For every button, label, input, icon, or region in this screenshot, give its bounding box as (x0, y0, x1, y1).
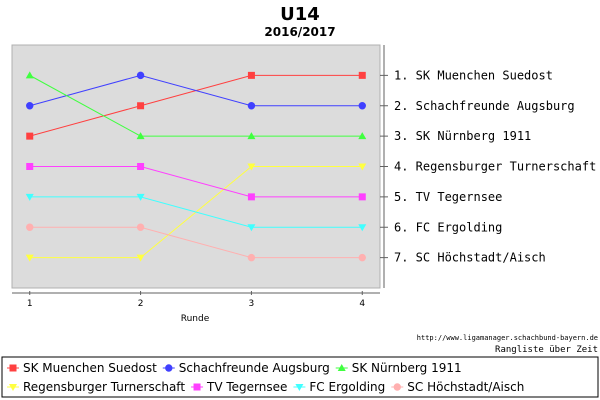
rank-label: 1. SK Muenchen Suedost (394, 68, 553, 82)
data-point (358, 224, 367, 232)
legend-label: Schachfreunde Augsburg (179, 361, 330, 375)
rank-label: 7. SC Höchstadt/Aisch (394, 251, 546, 265)
data-point (247, 71, 255, 79)
rank-label: 2. Schachfreunde Augsburg (394, 99, 575, 113)
data-point (247, 163, 256, 171)
legend-item: Regensburger Turnerschaft (7, 380, 185, 394)
data-point (358, 193, 366, 201)
rank-label: 3. SK Nürnberg 1911 (394, 129, 531, 143)
data-point (26, 132, 34, 140)
legend-swatch-marker (337, 364, 346, 371)
legend-swatch-marker (165, 364, 173, 372)
legend-swatch-marker (393, 383, 401, 391)
legend-item: FC Ergolding (293, 380, 385, 394)
series-line (29, 74, 363, 107)
legend-item: SC Höchstadt/Aisch (391, 380, 524, 394)
legend-item: SK Muenchen Suedost (7, 361, 157, 375)
x-axis: 1 2 3 4 (12, 291, 380, 309)
chart-title: U14 (280, 4, 320, 25)
x-axis-title: Runde (181, 314, 210, 324)
data-point (136, 254, 145, 262)
data-point (247, 102, 256, 110)
series-line (29, 166, 363, 198)
legend-swatch-marker (295, 384, 304, 391)
series-line (29, 196, 363, 228)
rank-label: 6. FC Ergolding (394, 220, 502, 234)
series-line (29, 226, 363, 259)
x-tick-label: 1 (27, 299, 33, 309)
x-tick-label: 4 (359, 299, 365, 309)
data-point (358, 71, 366, 79)
data-point (247, 193, 255, 201)
data-point (136, 132, 145, 140)
legend: SK Muenchen Suedost Schachfreunde Augsbur… (7, 361, 524, 394)
chart-subtitle: 2016/2017 (264, 25, 335, 39)
data-point (25, 71, 34, 79)
series-line (29, 74, 363, 137)
data-point (247, 253, 256, 262)
legend-swatch-marker (9, 364, 17, 372)
data-point (136, 223, 145, 231)
data-point (26, 223, 34, 231)
credit-caption: Rangliste über Zeit (495, 345, 598, 355)
data-point (25, 193, 34, 201)
data-point (358, 132, 367, 140)
legend-label: Regensburger Turnerschaft (23, 380, 185, 394)
legend-swatch-marker (9, 384, 17, 391)
rank-label: 4. Regensburger Turnerschaft (394, 160, 596, 174)
legend-label: SC Höchstadt/Aisch (407, 380, 524, 394)
legend-item: SK Nürnberg 1911 (335, 361, 462, 375)
data-point (358, 253, 366, 262)
data-point (136, 193, 145, 201)
legend-label: TV Tegernsee (206, 380, 287, 394)
data-point (137, 102, 145, 110)
data-point (25, 254, 34, 262)
data-point (26, 102, 34, 110)
data-point (358, 102, 366, 110)
x-tick-label: 3 (249, 299, 255, 309)
rank-labels: 1. SK Muenchen Suedost 2. Schachfreunde A… (394, 68, 596, 264)
data-point (247, 224, 256, 232)
data-point (247, 132, 256, 140)
credit-url: http://www.ligamanager.schachbund-bayern… (417, 334, 598, 342)
legend-swatch-marker (193, 383, 201, 391)
x-tick-label: 2 (138, 299, 144, 309)
rank-label: 5. TV Tegernsee (394, 190, 502, 204)
data-point (358, 163, 367, 171)
legend-box (1, 356, 599, 398)
legend-label: SK Muenchen Suedost (23, 361, 157, 375)
legend-label: FC Ergolding (309, 380, 385, 394)
legend-item: Schachfreunde Augsburg (162, 361, 330, 375)
data-point (136, 71, 145, 80)
data-point (26, 163, 34, 170)
legend-item: TV Tegernsee (191, 380, 287, 394)
legend-label: SK Nürnberg 1911 (352, 361, 462, 375)
y-axis-right (380, 45, 388, 288)
series-layer (25, 71, 367, 262)
data-point (137, 163, 145, 170)
